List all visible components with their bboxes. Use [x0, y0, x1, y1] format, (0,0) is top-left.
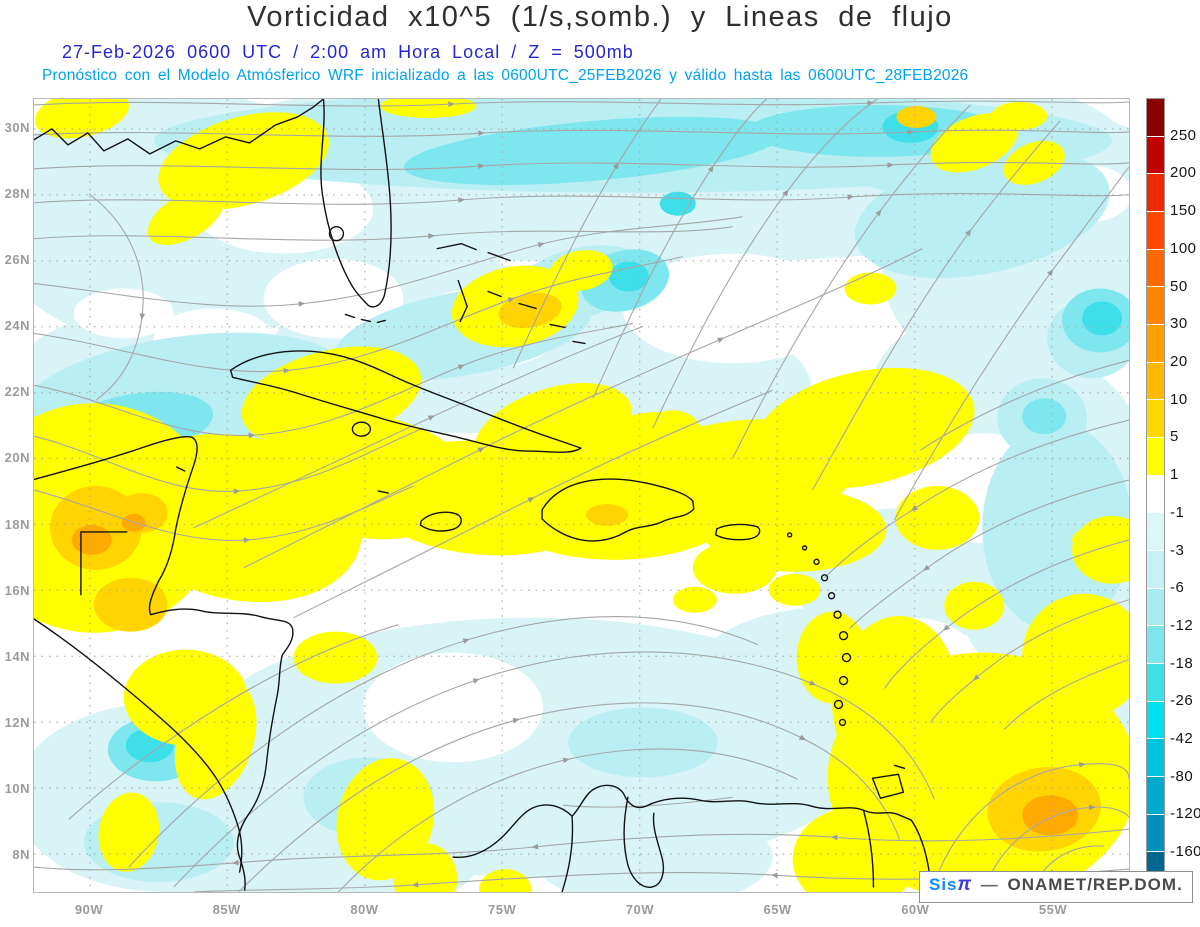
lat-label: 22N	[4, 384, 30, 400]
colorbar-segment	[1147, 551, 1164, 589]
lat-label: 14N	[4, 648, 30, 664]
lat-label: 28N	[4, 186, 30, 202]
lat-label: 10N	[4, 780, 30, 796]
colorbar-level-label: 20	[1170, 352, 1188, 370]
colorbar-segment	[1147, 362, 1164, 401]
map-canvas	[33, 98, 1130, 893]
colorbar-level-label: 200	[1170, 164, 1197, 182]
lon-label: 60W	[901, 902, 930, 917]
colorbar-level-label: 150	[1170, 202, 1197, 220]
colorbar-level-label: 10	[1170, 390, 1188, 408]
page-title: Vorticidad x10^5 (1/s,somb.) y Lineas de…	[247, 1, 953, 33]
colorbar-level-label: 250	[1170, 126, 1197, 144]
lat-label: 8N	[12, 846, 30, 862]
colorbar-level-label: 30	[1170, 315, 1188, 333]
colorbar-segment	[1147, 212, 1164, 250]
lat-label: 30N	[4, 120, 30, 135]
colorbar-level-label: 1	[1170, 466, 1179, 484]
colorbar-level-label: -6	[1170, 579, 1185, 597]
vorticity-streamline-map	[34, 99, 1129, 892]
colorbar-level-label: -1	[1170, 503, 1185, 521]
streamlines-layer	[34, 99, 1129, 892]
colorbar-segment	[1147, 249, 1164, 288]
colorbar-segment	[1147, 814, 1164, 853]
colorbar-segment	[1147, 739, 1164, 778]
colorbar-level-label: -12	[1170, 616, 1194, 634]
colorbar-level-label: -3	[1170, 541, 1185, 559]
lon-label: 65W	[763, 902, 792, 917]
lat-label: 16N	[4, 582, 30, 598]
org-label: ONAMET/REP.DOM.	[1007, 875, 1183, 894]
colorbar-level-label: -160	[1170, 843, 1200, 861]
lat-label: 12N	[4, 714, 30, 730]
pi-symbol: π	[957, 874, 973, 895]
colorbar-segment	[1147, 136, 1164, 175]
colorbar-level-label: 100	[1170, 239, 1197, 257]
colorbar-segment	[1147, 588, 1164, 627]
lat-label: 24N	[4, 318, 30, 334]
colorbar-segment	[1147, 325, 1164, 363]
colorbar-level-label: -18	[1170, 654, 1194, 672]
colorbar-level-label: -80	[1170, 767, 1194, 785]
watermark-separator: —	[980, 875, 999, 894]
colorbar-segment	[1147, 701, 1164, 740]
colorbar-level-label: -26	[1170, 692, 1194, 710]
colorbar-segment	[1147, 400, 1164, 439]
colorbar-segment	[1147, 475, 1164, 514]
colorbar-segment	[1147, 777, 1164, 815]
lon-label: 75W	[488, 902, 517, 917]
sispi-brand-label: Sis	[929, 875, 958, 894]
colorbar-level-label: 50	[1170, 277, 1188, 295]
colorbar-level-label: -42	[1170, 730, 1194, 748]
colorbar-segment	[1147, 99, 1164, 137]
lon-label: 55W	[1038, 902, 1068, 917]
model-info-subtitle: Pronóstico con el Modelo Atmósferico WRF…	[42, 67, 969, 84]
colorbar-segment	[1147, 287, 1164, 326]
vorticity-colorbar	[1146, 98, 1165, 890]
colorbar-segment	[1147, 438, 1164, 476]
lon-label: 90W	[74, 902, 104, 917]
lat-label: 20N	[4, 450, 30, 466]
colorbar-segment	[1147, 513, 1164, 552]
vorticity-shading-layer	[34, 99, 1129, 892]
colorbar-level-label: -120	[1170, 805, 1200, 823]
coastlines-layer	[34, 99, 933, 892]
colorbar-level-label: 5	[1170, 428, 1179, 446]
lon-label: 80W	[350, 902, 379, 917]
valid-time-subtitle: 27-Feb-2026 0600 UTC / 2:00 am Hora Loca…	[62, 42, 634, 62]
colorbar-segment	[1147, 664, 1164, 702]
lat-label: 26N	[4, 252, 30, 268]
lon-label: 85W	[212, 902, 241, 917]
watermark-badge: Sisπ — ONAMET/REP.DOM.	[919, 871, 1193, 903]
lat-label: 18N	[4, 516, 30, 532]
colorbar-segment	[1147, 174, 1164, 213]
colorbar-segment	[1147, 626, 1164, 665]
lon-label: 70W	[625, 902, 654, 917]
